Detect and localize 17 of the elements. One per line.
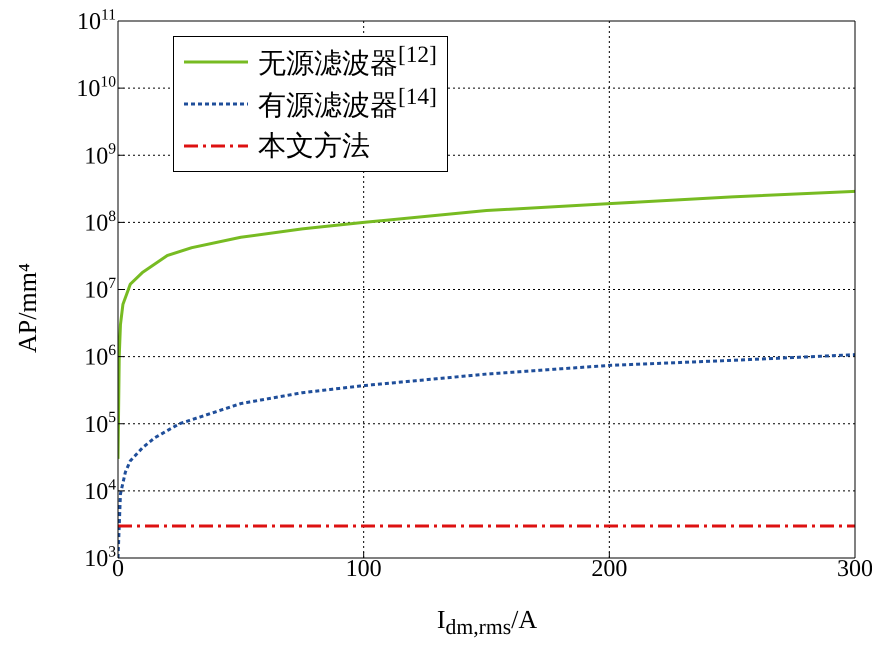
legend-label: 有源滤波器$^{[14]}$: [258, 84, 437, 124]
y-tick-label: 10$^{11}$: [76, 6, 116, 35]
y-tick-label: 10$^{8}$: [84, 208, 116, 236]
y-tick-label: 10$^{4}$: [84, 476, 116, 505]
x-axis-title: I$_{dm,rms}$/A: [436, 604, 538, 640]
legend-label: 无源滤波器$^{[12]}$: [258, 42, 437, 82]
x-tick-label: 200: [591, 556, 628, 582]
y-tick-label: 10$^{10}$: [76, 74, 116, 102]
y-tick-label: 10$^{7}$: [84, 274, 116, 304]
y-tick-label: 10$^{5}$: [84, 409, 116, 438]
legend-label: 本文方法: [258, 130, 370, 164]
line-series: [118, 190, 855, 460]
y-axis-title: AP/mm⁴: [13, 263, 43, 353]
x-tick-label: 100: [346, 556, 382, 582]
y-tick-label: 10$^{9}$: [84, 140, 116, 170]
x-tick-label: 300: [837, 556, 872, 582]
y-tick-label: 10$^{6}$: [84, 342, 116, 371]
